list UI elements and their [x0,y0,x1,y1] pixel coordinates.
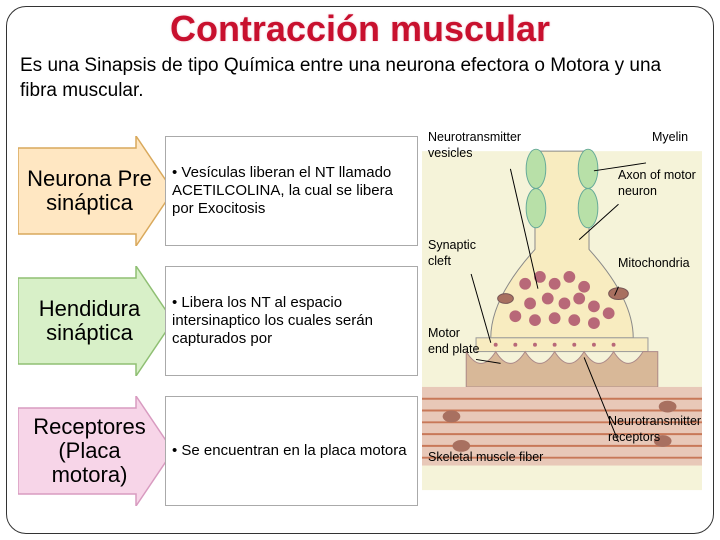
arrow-presynaptic: Neurona Pre sináptica [18,136,173,246]
arrow-label: Receptores (Placa motora) [24,415,155,488]
diagram-label: Axon of motor [618,168,696,182]
desc-receptors: Se encuentran en la placa motora [165,396,418,506]
desc-text: Libera los NT al espacio intersinaptico … [172,294,407,348]
desc-presynaptic: Vesículas liberan el NT llamado ACETILCO… [165,136,418,246]
diagram-label: Mitochondria [618,256,690,270]
desc-text: Vesículas liberan el NT llamado ACETILCO… [172,164,407,218]
diagram-label: Neurotransmitter [428,130,521,144]
row-cleft: Hendidura sináptica Libera los NT al esp… [18,266,418,376]
diagram-label: end plate [428,342,479,356]
diagram-label: Myelin [652,130,688,144]
diagram-label: receptors [608,430,660,444]
synapse-svg [422,126,702,530]
diagram-label: vesicles [428,146,472,160]
row-presynaptic: Neurona Pre sináptica Vesículas liberan … [18,136,418,246]
diagram-label: neuron [618,184,657,198]
left-column: Neurona Pre sináptica Vesículas liberan … [18,130,418,530]
content-area: Neurona Pre sináptica Vesículas liberan … [18,130,702,530]
diagram-label: cleft [428,254,451,268]
arrow-cleft: Hendidura sináptica [18,266,173,376]
desc-cleft: Libera los NT al espacio intersinaptico … [165,266,418,376]
right-column: Neurotransmitter vesicles Myelin Axon of mo… [418,130,702,530]
diagram-label: Motor [428,326,460,340]
arrow-label: Neurona Pre sináptica [24,167,155,215]
synapse-diagram: Neurotransmitter vesicles Myelin Axon of mo… [422,126,702,530]
diagram-label: Synaptic [428,238,476,252]
diagram-label: Skeletal muscle fiber [428,450,543,464]
diagram-label: Neurotransmitter [608,414,701,428]
row-receptors: Receptores (Placa motora) Se encuentran … [18,396,418,506]
arrow-receptors: Receptores (Placa motora) [18,396,173,506]
desc-text: Se encuentran en la placa motora [172,442,407,460]
arrow-label: Hendidura sináptica [24,297,155,345]
